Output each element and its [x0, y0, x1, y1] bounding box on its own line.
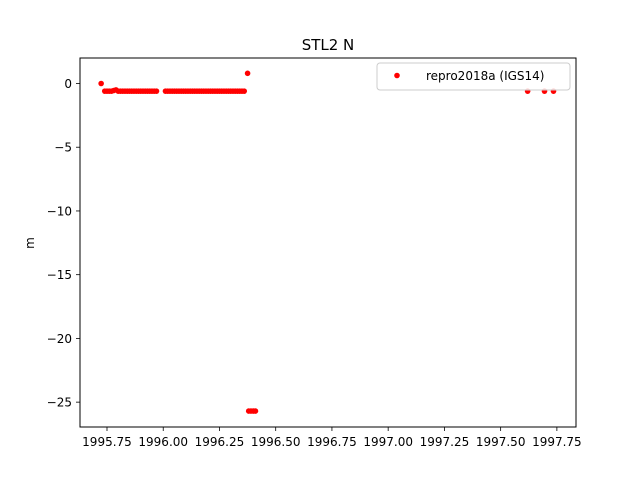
data-points	[98, 70, 557, 414]
x-tick-label: 1995.75	[82, 435, 132, 449]
y-tick-label: −20	[47, 332, 72, 346]
data-point	[153, 88, 160, 94]
data-point	[252, 408, 259, 414]
x-tick-label: 1997.25	[420, 435, 470, 449]
legend-label: repro2018a (IGS14)	[426, 69, 544, 83]
y-tick-label: 0	[64, 77, 72, 91]
y-tick-label: −10	[47, 204, 72, 218]
x-axis-ticks: 1995.75 1996.00 1996.25 1996.50 1996.75 1997.…	[82, 427, 582, 449]
chart-title: STL2 N	[302, 36, 355, 54]
x-tick-label: 1997.50	[476, 435, 526, 449]
y-tick-label: −15	[47, 268, 72, 282]
x-tick-label: 1997.00	[363, 435, 413, 449]
data-point	[98, 80, 104, 87]
x-tick-label: 1996.25	[195, 435, 245, 449]
plot-area	[98, 70, 557, 414]
y-tick-label: −5	[54, 141, 72, 155]
x-tick-label: 1996.00	[138, 435, 188, 449]
plot-frame	[79, 57, 577, 428]
x-tick-label: 1996.75	[307, 435, 357, 449]
y-axis-ticks: 0 −5 −10 −15 −20 −25	[47, 77, 80, 410]
data-point	[241, 88, 248, 94]
y-axis-label: m	[23, 237, 37, 249]
legend-marker	[394, 72, 400, 79]
x-tick-label: 1997.75	[532, 435, 582, 449]
legend-box	[376, 62, 571, 91]
data-point	[244, 70, 251, 77]
y-tick-label: −25	[47, 396, 72, 410]
legend: repro2018a (IGS14)	[376, 62, 571, 91]
x-tick-label: 1996.50	[251, 435, 301, 449]
